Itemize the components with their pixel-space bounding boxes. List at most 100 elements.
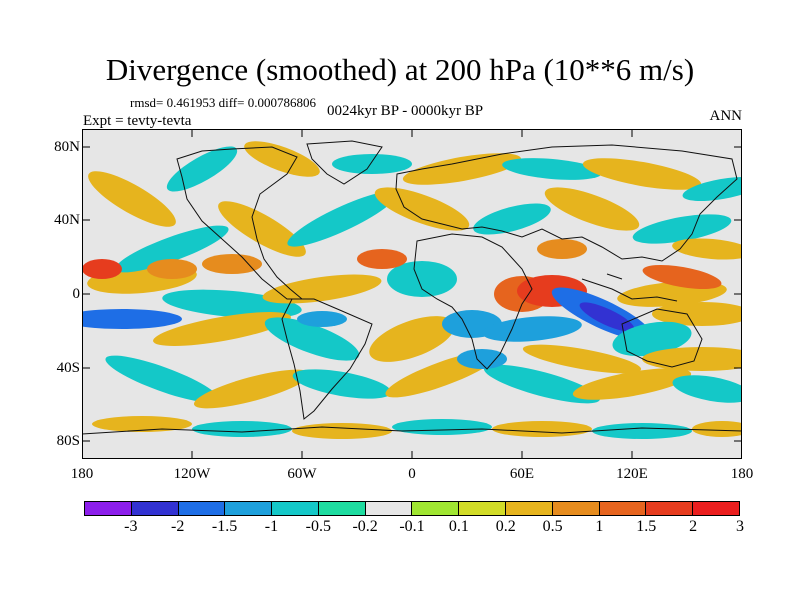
colorbar-bin <box>412 502 460 515</box>
field-blob <box>642 347 742 371</box>
field-blob <box>457 349 507 369</box>
field-blob <box>192 421 292 437</box>
field-blob <box>402 153 522 185</box>
lon-label-120e: 120E <box>616 466 648 482</box>
lon-label-120w: 120W <box>173 466 211 482</box>
coast-australia <box>621 308 703 368</box>
colorbar-bin <box>131 502 179 515</box>
field-blob <box>672 238 742 260</box>
field-blob <box>92 416 192 432</box>
colorbar-label: -1 <box>264 518 279 535</box>
field-blob <box>262 274 382 304</box>
field-blob <box>642 264 722 290</box>
field-blob <box>292 369 392 399</box>
colorbar-label: 0.1 <box>448 518 469 535</box>
lon-label-180w: 180 <box>70 466 94 482</box>
field-blob <box>82 309 182 329</box>
lon-label-60e: 60E <box>509 466 535 482</box>
field-blob <box>82 259 122 279</box>
lon-label-60w: 60W <box>287 466 317 482</box>
coast-europe-asia <box>395 144 738 262</box>
lon-label-0: 0 <box>408 466 416 482</box>
field-blob <box>193 369 311 409</box>
field-blob <box>297 311 347 327</box>
coast-africa <box>413 233 533 370</box>
subtitle: 0024kyr BP - 0000kyr BP <box>326 103 484 119</box>
field-blob <box>88 171 176 227</box>
coast-greenland <box>306 140 383 185</box>
field-blob <box>332 154 412 174</box>
lat-label-80s: 80S <box>56 433 80 449</box>
field-blob <box>264 317 360 361</box>
divergence-field <box>82 141 742 439</box>
lat-label-40n: 40N <box>54 212 80 228</box>
colorbar-bin <box>85 502 132 515</box>
coast-north-america <box>176 146 304 300</box>
colorbar-bin <box>272 502 319 515</box>
colorbar-label: -0.2 <box>352 518 378 535</box>
divergence-map <box>82 129 742 459</box>
lat-label-40s: 40S <box>56 360 80 376</box>
lon-label-180e: 180 <box>730 466 754 482</box>
field-blob <box>522 344 642 374</box>
field-blob <box>244 141 320 177</box>
experiment-label: Expt = tevty-tevta <box>83 113 192 129</box>
field-blob <box>392 419 492 435</box>
colorbar-label: -0.5 <box>305 518 331 535</box>
colorbar-bin <box>552 502 600 515</box>
colorbar-bin <box>225 502 273 515</box>
coast-indonesia <box>581 273 678 302</box>
colorbar-bin <box>459 502 507 515</box>
colorbar-label: -1.5 <box>211 518 238 535</box>
field-blob <box>166 146 238 192</box>
field-blob <box>218 201 306 257</box>
colorbar-label: -3 <box>124 518 138 535</box>
field-blob <box>153 312 291 346</box>
field-blob <box>202 254 262 274</box>
colorbar-label: 1 <box>595 518 604 535</box>
colorbar-bin <box>693 502 739 515</box>
colorbar-label: 2 <box>689 518 698 535</box>
field-blob <box>652 302 742 326</box>
tick-marks <box>82 129 742 459</box>
colorbar-label: 3 <box>736 518 744 535</box>
field-blob <box>492 421 592 437</box>
lat-label-eq: 0 <box>72 286 81 302</box>
field-blob <box>292 423 392 439</box>
field-blob <box>357 249 407 269</box>
colorbar-label: 0.5 <box>542 518 563 535</box>
field-blob <box>572 368 692 400</box>
field-blob <box>592 423 692 439</box>
field-blob <box>582 158 702 190</box>
colorbar-label: -0.1 <box>399 518 425 535</box>
stats-text: rmsd= 0.461953 diff= 0.000786806 <box>130 95 316 110</box>
field-blob <box>537 239 587 259</box>
coast-antarctica <box>82 426 742 435</box>
field-blob <box>115 225 229 273</box>
colorbar <box>84 501 740 516</box>
field-blob <box>483 364 601 404</box>
field-blob <box>612 321 692 357</box>
field-blob <box>544 187 640 231</box>
field-blob <box>369 316 455 362</box>
coastlines <box>82 140 742 435</box>
colorbar-bin <box>646 502 694 515</box>
colorbar-bin <box>318 502 366 515</box>
coast-south-america <box>281 298 373 420</box>
colorbar-bin <box>178 502 226 515</box>
field-blob <box>374 187 470 231</box>
colorbar-label: -2 <box>171 518 185 535</box>
field-blob <box>105 355 219 403</box>
field-blob <box>579 302 635 332</box>
colorbar-bin <box>365 502 413 515</box>
lat-label-80n: 80N <box>54 139 80 155</box>
field-blob <box>482 316 582 342</box>
colorbar-bin <box>599 502 647 515</box>
season-label: ANN <box>709 108 743 124</box>
field-blob <box>287 191 397 247</box>
field-blob <box>672 375 742 403</box>
field-blob <box>632 214 732 244</box>
colorbar-label: 0.2 <box>495 518 516 535</box>
field-blob <box>473 203 551 235</box>
field-blob <box>502 158 602 180</box>
